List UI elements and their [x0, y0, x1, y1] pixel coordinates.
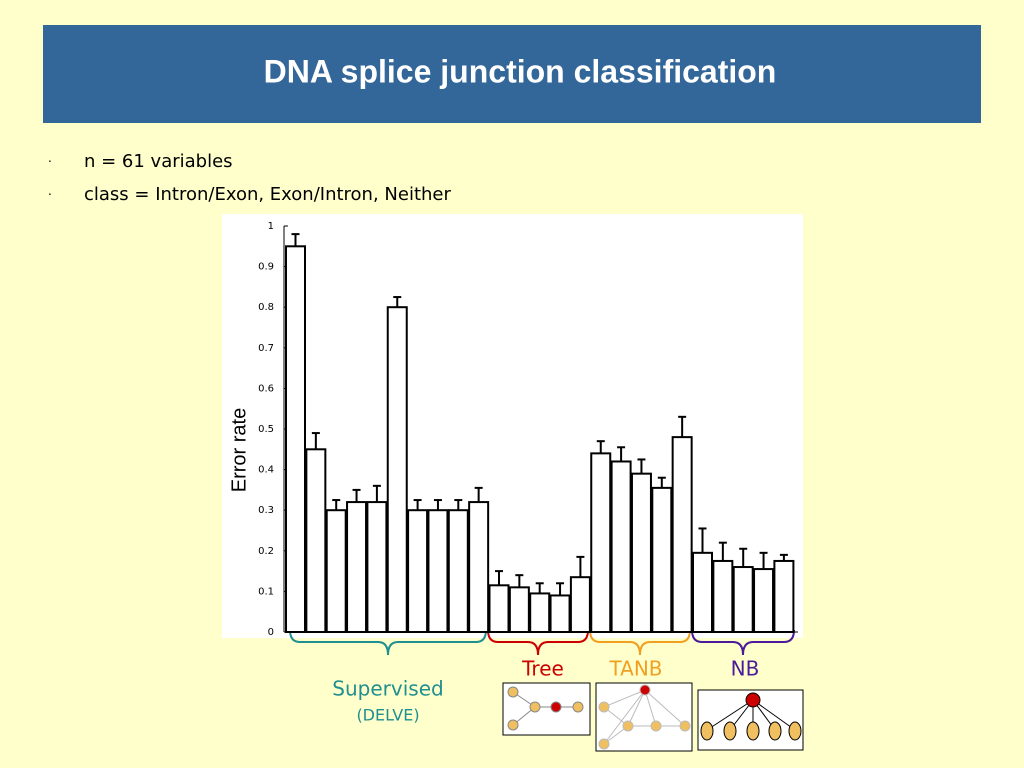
bullet: class = Intron/Exon, Exon/Intron, Neithe… — [84, 184, 451, 205]
group-label: Tree — [521, 657, 564, 681]
tree-icon — [502, 682, 591, 736]
brace — [691, 629, 795, 656]
bar — [549, 594, 571, 634]
nb-icon — [697, 689, 804, 751]
brace — [289, 629, 487, 656]
y-tick-label: 0.8 — [258, 302, 274, 313]
y-tick-label: 0.5 — [258, 424, 274, 435]
y-axis-label: Error rate — [228, 408, 250, 492]
group-sublabel: (DELVE) — [356, 706, 419, 725]
bar — [447, 509, 469, 634]
bar — [346, 501, 368, 633]
bar — [732, 566, 754, 633]
bar — [285, 245, 306, 634]
y-tick-label: 0.7 — [258, 343, 274, 354]
y-tick-label: 0.4 — [258, 465, 274, 476]
y-tick-label: 1 — [268, 221, 274, 232]
group-label: Supervised — [332, 677, 443, 701]
group-label: NB — [731, 657, 760, 681]
brace — [589, 629, 691, 656]
tanb-icon — [595, 682, 693, 752]
y-tick-label: 0.9 — [258, 262, 274, 273]
bar — [671, 436, 693, 633]
brace — [487, 629, 589, 656]
title-bar — [43, 25, 981, 123]
bar — [630, 472, 652, 633]
bar — [468, 501, 490, 633]
bar — [305, 448, 327, 633]
bar — [488, 584, 510, 633]
bar — [569, 576, 591, 634]
bar — [712, 559, 734, 634]
group-braces — [289, 629, 795, 656]
bar — [753, 568, 775, 634]
y-tick-label: 0.3 — [258, 505, 274, 516]
bar — [651, 486, 673, 633]
group-label: TANB — [608, 657, 662, 681]
y-tick-label: 0 — [268, 627, 274, 638]
bar — [366, 501, 388, 633]
bullet-dot: · — [48, 155, 52, 169]
bullet: n = 61 variables — [84, 151, 233, 172]
bar — [325, 509, 347, 634]
bar — [508, 586, 530, 634]
bar — [692, 551, 713, 634]
bar — [529, 592, 551, 633]
y-tick-label: 0.1 — [258, 586, 274, 597]
y-tick-label: 0.2 — [258, 546, 274, 557]
bar — [407, 509, 429, 634]
bar — [610, 460, 632, 634]
bullet-dot: · — [48, 188, 52, 202]
bar — [386, 306, 408, 633]
bar — [427, 509, 449, 634]
bar — [773, 559, 795, 634]
bar — [590, 452, 612, 633]
y-tick-label: 0.6 — [258, 383, 274, 394]
slide-title: DNA splice junction classification — [264, 53, 777, 89]
